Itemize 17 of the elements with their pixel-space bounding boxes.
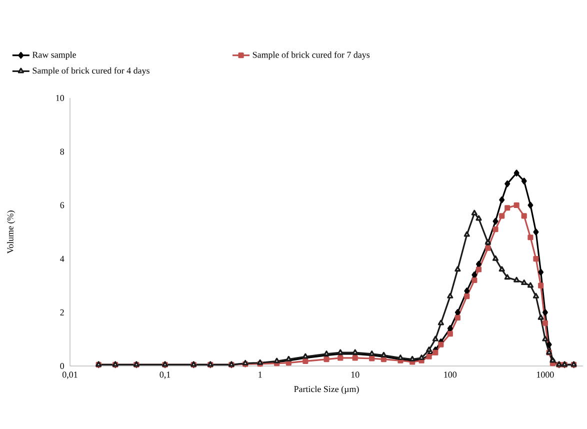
x-axis-title: Particle Size (µm) [294,386,359,394]
x-tick-label: 1 [258,372,262,378]
x-tick-label: 100 [444,372,457,378]
y-tick-label: 8 [60,148,64,155]
y-tick-label: 10 [56,94,64,102]
x-tick-label: 0,01 [62,372,78,379]
y-tick-label: 2 [60,309,64,316]
legend-label: Sample of brick cured for 7 days [252,51,370,60]
legend-label: Raw sample [32,52,76,60]
x-tick-label: 0,1 [160,372,170,379]
legend-label: Sample of brick cured for 4 days [32,67,150,76]
y-tick-label: 6 [60,202,64,208]
y-tick-label: 0 [60,362,64,370]
y-axis-title: Volume (%) [7,210,16,254]
x-tick-label: 10 [351,372,360,378]
x-tick-label: 1000 [537,372,554,378]
y-tick-label: 4 [60,256,64,262]
